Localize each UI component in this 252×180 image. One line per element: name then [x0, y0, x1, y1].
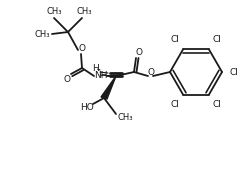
Text: CH₃: CH₃ — [76, 6, 91, 15]
Text: CH₃: CH₃ — [34, 30, 50, 39]
Polygon shape — [101, 76, 115, 99]
Text: Cl: Cl — [170, 35, 179, 44]
Text: Cl: Cl — [212, 100, 220, 109]
Text: O: O — [147, 68, 154, 76]
Text: HO: HO — [80, 102, 93, 111]
Text: Cl: Cl — [229, 68, 237, 76]
Text: O: O — [135, 48, 142, 57]
Text: CH₃: CH₃ — [46, 6, 61, 15]
Text: Cl: Cl — [212, 35, 220, 44]
Text: O: O — [78, 44, 85, 53]
Text: O: O — [63, 75, 70, 84]
Text: Cl: Cl — [170, 100, 179, 109]
Text: H: H — [92, 64, 99, 73]
Text: CH₃: CH₃ — [117, 112, 132, 122]
Text: NH: NH — [94, 71, 107, 80]
